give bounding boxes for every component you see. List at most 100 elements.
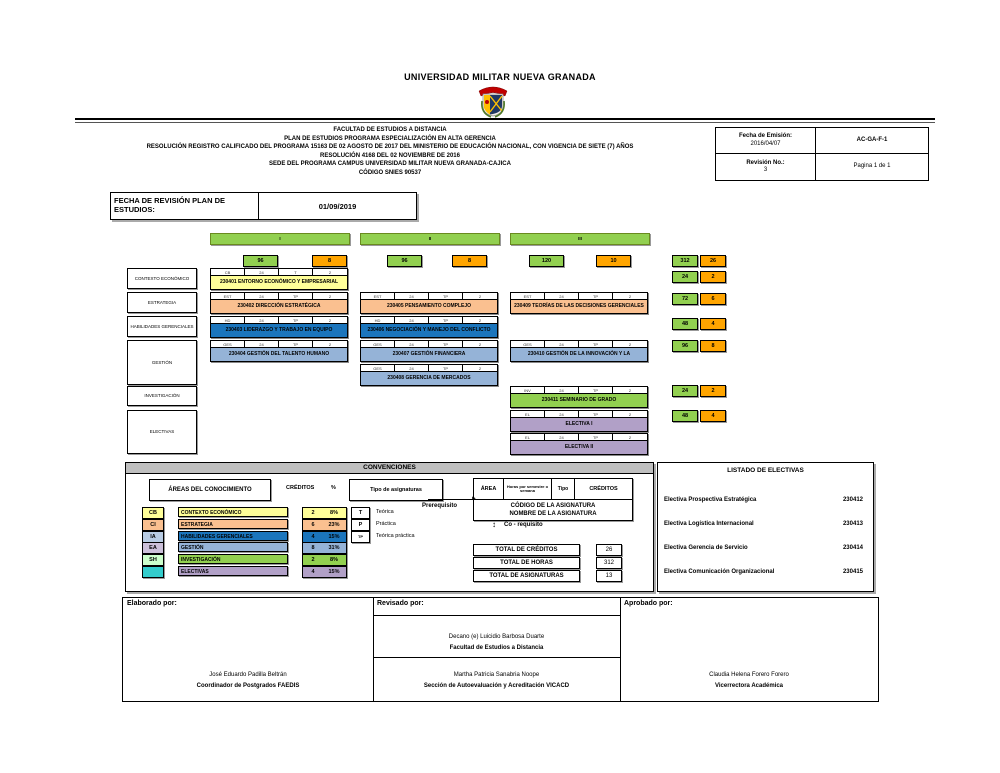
semester-2-hours: 96 [387, 255, 422, 267]
electiva-code: 230413 [842, 521, 863, 527]
total-creditos-value: 26 [596, 544, 622, 556]
program-info-block: FACULTAD DE ESTUDIOS A DISTANCIA PLAN DE… [90, 126, 690, 178]
area-label: CONTEXTO ECONÓMICO [178, 507, 288, 517]
area-credits: 4 [302, 566, 324, 578]
course-title: 230402 DIRECCIÓN ESTRATÉGICA [211, 300, 347, 313]
electiva-code: 230414 [842, 545, 863, 551]
course-title: 230403 LIDERAZGO Y TRABAJO EN EQUIPO [211, 324, 347, 337]
total-asignaturas-label: TOTAL DE ASIGNATURAS [473, 570, 580, 582]
total-horas-label: TOTAL DE HORAS [473, 557, 580, 569]
course-block: EST 24 TP 2 230409 TEORÍAS DE LAS DECISIONE… [510, 292, 648, 314]
electivas-title: LISTADO DE ELECTIVAS [727, 467, 804, 474]
area-code: CB [142, 507, 164, 519]
course-title: 230410 GESTIÓN DE LA INNOVACIÓN Y LA TEC… [511, 348, 647, 361]
area-code: EA [142, 542, 164, 554]
course-block: HD 24 TP 2 230406 NEGOCIACIÓN Y MANEJO DEL … [360, 316, 498, 338]
document-meta-table: Fecha de Emisión: 2016/04/07 AC-GA-F-1 R… [715, 127, 929, 181]
type-label: Teórica [376, 509, 394, 515]
course-block: GES 24 TP 2 230407 GESTIÓN FINANCIERA [360, 340, 498, 362]
info-line: FACULTAD DE ESTUDIOS A DISTANCIA [333, 127, 447, 133]
category-gestion: GESTIÓN [127, 340, 197, 385]
total-horas-value: 312 [596, 557, 622, 569]
semester-1-credits: 8 [312, 255, 347, 267]
course-block: EL 24 TP 2 ELECTIVA I [510, 410, 648, 432]
area-percent: 8% [322, 507, 347, 519]
info-line: SEDE DEL PROGRAMA CAMPUS UNIVERSIDAD MIL… [269, 161, 511, 168]
semester-bar-1: I [210, 233, 350, 245]
row-total-hours: 48 [672, 318, 698, 330]
course-title: 230409 TEORÍAS DE LAS DECISIONES GERENCI… [511, 300, 647, 313]
row-total-credits: 4 [700, 410, 726, 422]
elaborado-role: Coordinador de Postgrados FAEDIS [196, 683, 300, 689]
revision-date-value: 01/09/2019 [318, 201, 357, 211]
revisado-box-divider [373, 657, 620, 658]
row-total-credits: 6 [700, 293, 726, 305]
area-label: ELECTIVAS [178, 566, 288, 576]
electiva-name: Electiva Gerencia de Servicio [664, 545, 748, 551]
row-total-credits: 8 [700, 340, 726, 352]
course-block: CB 24 T 2 230401 ENTORNO ECONÓMICO Y EMPRES… [210, 268, 348, 290]
meta-fecha-emision: Fecha de Emisión: 2016/04/07 [716, 128, 816, 154]
convenciones-panel: CONVENCIONES ÁREAS DEL CONOCIMIENTO CRÉD… [125, 462, 654, 592]
area-label: HABILIDADES GERENCIALES [178, 531, 288, 541]
course-title: ELECTIVA II [511, 441, 647, 454]
electivas-panel: LISTADO DE ELECTIVAS Electiva Prospectiv… [657, 462, 874, 592]
semester-3-hours: 120 [529, 255, 564, 267]
area-percent: 31% [322, 542, 347, 554]
electiva-code: 230415 [842, 569, 863, 575]
elaborado-name: José Eduardo Padilla Beltrán [209, 672, 287, 678]
elaborado-label: Elaborado por: [127, 600, 177, 607]
sample-horas-header: Horas por semestre o semana [504, 479, 552, 500]
course-block: EST 24 TP 2 230405 PENSAMIENTO COMPLEJO [360, 292, 498, 314]
area-credits: 2 [302, 507, 324, 519]
course-block: HD 24 TP 2 230403 LIDERAZGO Y TRABAJO EN EQ… [210, 316, 348, 338]
revisado-name-2: Martha Patricia Sanabria Noope [453, 672, 540, 678]
row-total-hours: 24 [672, 385, 698, 397]
university-title: UNIVERSIDAD MILITAR NUEVA GRANADA [404, 72, 596, 82]
revisado-role-1: Facultad de Estudios a Distancia [449, 645, 544, 651]
course-title: 230407 GESTIÓN FINANCIERA [361, 348, 497, 361]
corequisite-label: Co - requisito [504, 522, 543, 528]
category-habilidades-gerenciales: HABILIDADES GERENCIALES [127, 316, 197, 337]
course-title: ELECTIVA I [511, 418, 647, 431]
type-code: TP [351, 531, 370, 543]
row-total-hours: 72 [672, 293, 698, 305]
revision-date-box: FECHA DE REVISIÓN PLAN DE ESTUDIOS: 01/0… [110, 192, 417, 220]
area-code: CI [142, 519, 164, 531]
course-block: GES 24 TP 2 230404 GESTIÓN DEL TALENTO HUMA… [210, 340, 348, 362]
area-credits: 8 [302, 542, 324, 554]
course-title: 230401 ENTORNO ECONÓMICO Y EMPRESARIAL [211, 276, 347, 289]
course-title: 230406 NEGOCIACIÓN Y MANEJO DEL CONFLICT… [361, 324, 497, 337]
row-total-credits: 2 [700, 271, 726, 283]
meta-codigo: AC-GA-F-1 [816, 128, 928, 154]
category-electivas: ELECTIVAS [127, 410, 197, 454]
type-label: Práctica [376, 521, 396, 527]
semester-bar-2: II [360, 233, 500, 245]
sample-nombre: NOMBRE DE LA ASIGNATURA [509, 511, 597, 517]
aprobado-role: Vicerrectora Académica [714, 683, 784, 689]
row-total-hours: 48 [672, 410, 698, 422]
percent-header: % [331, 485, 336, 491]
electiva-code: 230412 [842, 497, 863, 503]
sample-codigo: CÓDIGO DE LA ASIGNATURA [510, 503, 596, 509]
row-total-hours: 96 [672, 340, 698, 352]
area-credits: 2 [302, 554, 324, 566]
total-asignaturas-value: 13 [596, 570, 622, 582]
category-contexto-economico: CONTEXTO ECONÓMICO [127, 268, 197, 289]
row-total-hours: 24 [672, 271, 698, 283]
meta-pagina: Pagina 1 de 1 [853, 163, 891, 170]
semester-bar-3: III [510, 233, 650, 245]
course-title: 230408 GERENCIA DE MERCADOS [361, 372, 497, 385]
semester-2-credits: 8 [452, 255, 487, 267]
info-line: PLAN DE ESTUDIOS PROGRAMA ESPECIALIZACIÓ… [284, 135, 496, 142]
course-block: EL 24 TP 2 ELECTIVA II [510, 433, 648, 455]
aprobado-name: Claudia Helena Forero Forero [709, 672, 789, 678]
info-line: RESOLUCIÓN REGISTRO CALIFICADO DEL PROGR… [146, 144, 634, 151]
header-rule-thick [75, 118, 935, 120]
category-investigacion: INVESTIGACIÓN [127, 386, 197, 406]
area-percent: 23% [322, 519, 347, 531]
corequisite-arrow: ↕ [492, 520, 496, 529]
area-code [142, 566, 164, 578]
course-block: INV 24 TP 2 230411 SEMINARIO DE GRADO [510, 386, 648, 408]
semester-3-credits: 10 [596, 255, 631, 267]
